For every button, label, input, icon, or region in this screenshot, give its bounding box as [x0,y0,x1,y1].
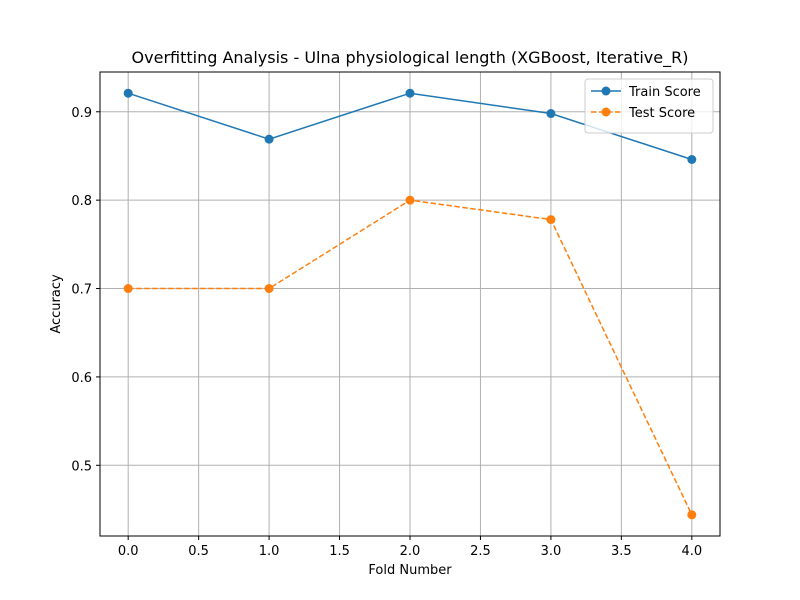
test-score-point [264,284,274,294]
grid [100,72,720,536]
legend-box [584,78,714,134]
x-tick-label: 2.0 [400,544,421,559]
y-tick-label: 0.5 [71,459,92,474]
axis-ticks: 0.0 0.5 1.0 1.5 2.0 2.5 3.0 3.5 4.0 0.5 0.6 0.7 0.8 0… [71,106,702,559]
chart-title: Overfitting Analysis - Ulna physiologica… [132,48,689,68]
test-score-point [123,284,133,294]
y-tick-label: 0.6 [71,371,92,386]
x-tick-label: 1.0 [259,544,280,559]
y-tick-label: 0.7 [71,283,92,298]
x-axis-title: Fold Number [368,563,452,578]
test-score-point [687,510,697,520]
train-score-point [405,88,415,98]
train-score-point [687,154,697,164]
x-tick-label: 4.0 [681,544,702,559]
train-score-point [123,88,133,98]
test-score-point [405,195,415,205]
legend-test-score-marker [601,107,611,117]
legend-train-score-marker [601,86,611,96]
x-tick-label: 3.0 [541,544,562,559]
x-tick-label: 0.5 [188,544,209,559]
legend-test-score-label: Test Score [628,106,695,121]
train-score-point [264,134,274,144]
x-tick-label: 0.0 [118,544,139,559]
train-score-point [546,109,556,119]
legend-train-score-label: Train Score [628,85,701,100]
y-axis-title: Accuracy [49,274,64,334]
x-tick-label: 3.5 [611,544,632,559]
test-score-point [546,215,556,225]
x-tick-label: 2.5 [470,544,491,559]
legend: Train Score Test Score [584,78,714,134]
y-tick-label: 0.8 [71,194,92,209]
x-tick-label: 1.5 [329,544,350,559]
y-tick-label: 0.9 [71,106,92,121]
